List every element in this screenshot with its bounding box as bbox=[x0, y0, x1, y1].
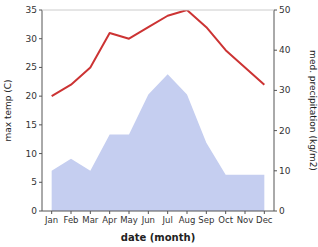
x-tick-label: Nov bbox=[237, 215, 254, 225]
y2-tick-label: 0 bbox=[279, 206, 285, 216]
y-tick-label: 25 bbox=[26, 62, 37, 72]
plot-frame bbox=[42, 10, 274, 11]
x-tick bbox=[167, 211, 168, 214]
x-tick bbox=[245, 211, 246, 214]
y-axis-title: max temp (C) bbox=[3, 79, 13, 141]
x-tick-label: May bbox=[120, 215, 138, 225]
y-tick bbox=[39, 124, 42, 125]
y-tick bbox=[39, 182, 42, 183]
x-tick-label: Aug bbox=[179, 215, 196, 225]
y-tick-label: 5 bbox=[31, 177, 37, 187]
y-tick bbox=[39, 38, 42, 39]
x-tick-label: Jun bbox=[141, 215, 155, 225]
y-axis-line bbox=[42, 10, 43, 211]
x-tick-label: Mar bbox=[82, 215, 99, 225]
x-tick-label: Apr bbox=[102, 215, 117, 225]
x-tick bbox=[206, 211, 207, 214]
y2-tick bbox=[274, 10, 277, 11]
y-tick bbox=[39, 67, 42, 68]
y2-tick bbox=[274, 130, 277, 131]
y-tick bbox=[39, 96, 42, 97]
y2-tick bbox=[274, 90, 277, 91]
x-tick-label: Jan bbox=[44, 215, 58, 225]
area bbox=[52, 74, 265, 211]
x-tick bbox=[148, 211, 149, 214]
y2-tick-label: 20 bbox=[279, 126, 291, 136]
x-tick bbox=[264, 211, 265, 214]
y-tick-label: 0 bbox=[31, 206, 37, 216]
line bbox=[52, 10, 265, 96]
y2-tick bbox=[274, 211, 277, 212]
y2-tick bbox=[274, 50, 277, 51]
y2-axis-title: med. precipitation (kg/m2) bbox=[308, 50, 318, 171]
x-tick-label: Dec bbox=[256, 215, 273, 225]
y-tick-label: 10 bbox=[26, 149, 38, 159]
y-tick-label: 20 bbox=[26, 91, 38, 101]
x-axis-line bbox=[42, 211, 274, 212]
x-tick-label: Sep bbox=[198, 215, 214, 225]
y2-axis-line bbox=[274, 10, 275, 211]
x-tick bbox=[187, 211, 188, 214]
plot-area bbox=[52, 10, 265, 211]
x-axis-title: date (month) bbox=[121, 232, 195, 243]
y2-tick-label: 10 bbox=[279, 166, 291, 176]
x-tick bbox=[109, 211, 110, 214]
y2-tick-label: 50 bbox=[279, 5, 291, 15]
y-tick bbox=[39, 153, 42, 154]
chart-container: 0 5 10 15 20 25 30 35 0 10 20 30 40 50 Jan Feb MarAprMay… bbox=[0, 0, 318, 247]
y-tick-label: 35 bbox=[26, 5, 37, 15]
x-tick bbox=[51, 211, 52, 214]
y2-tick-label: 40 bbox=[279, 45, 291, 55]
y2-tick-label: 30 bbox=[279, 85, 291, 95]
x-tick bbox=[225, 211, 226, 214]
x-tick bbox=[129, 211, 130, 214]
y-tick-label: 30 bbox=[26, 34, 38, 44]
y2-tick bbox=[274, 170, 277, 171]
y-tick-label: 15 bbox=[26, 120, 37, 130]
x-tick bbox=[71, 211, 72, 214]
y-tick bbox=[39, 211, 42, 212]
x-tick-label: Jul bbox=[162, 215, 173, 225]
x-tick-label: Feb bbox=[63, 215, 78, 225]
x-tick bbox=[90, 211, 91, 214]
x-tick-label: Oct bbox=[218, 215, 233, 225]
chart: 0 5 10 15 20 25 30 35 0 10 20 30 40 50 Jan Feb MarAprMay… bbox=[0, 0, 318, 247]
y-tick bbox=[39, 10, 42, 11]
